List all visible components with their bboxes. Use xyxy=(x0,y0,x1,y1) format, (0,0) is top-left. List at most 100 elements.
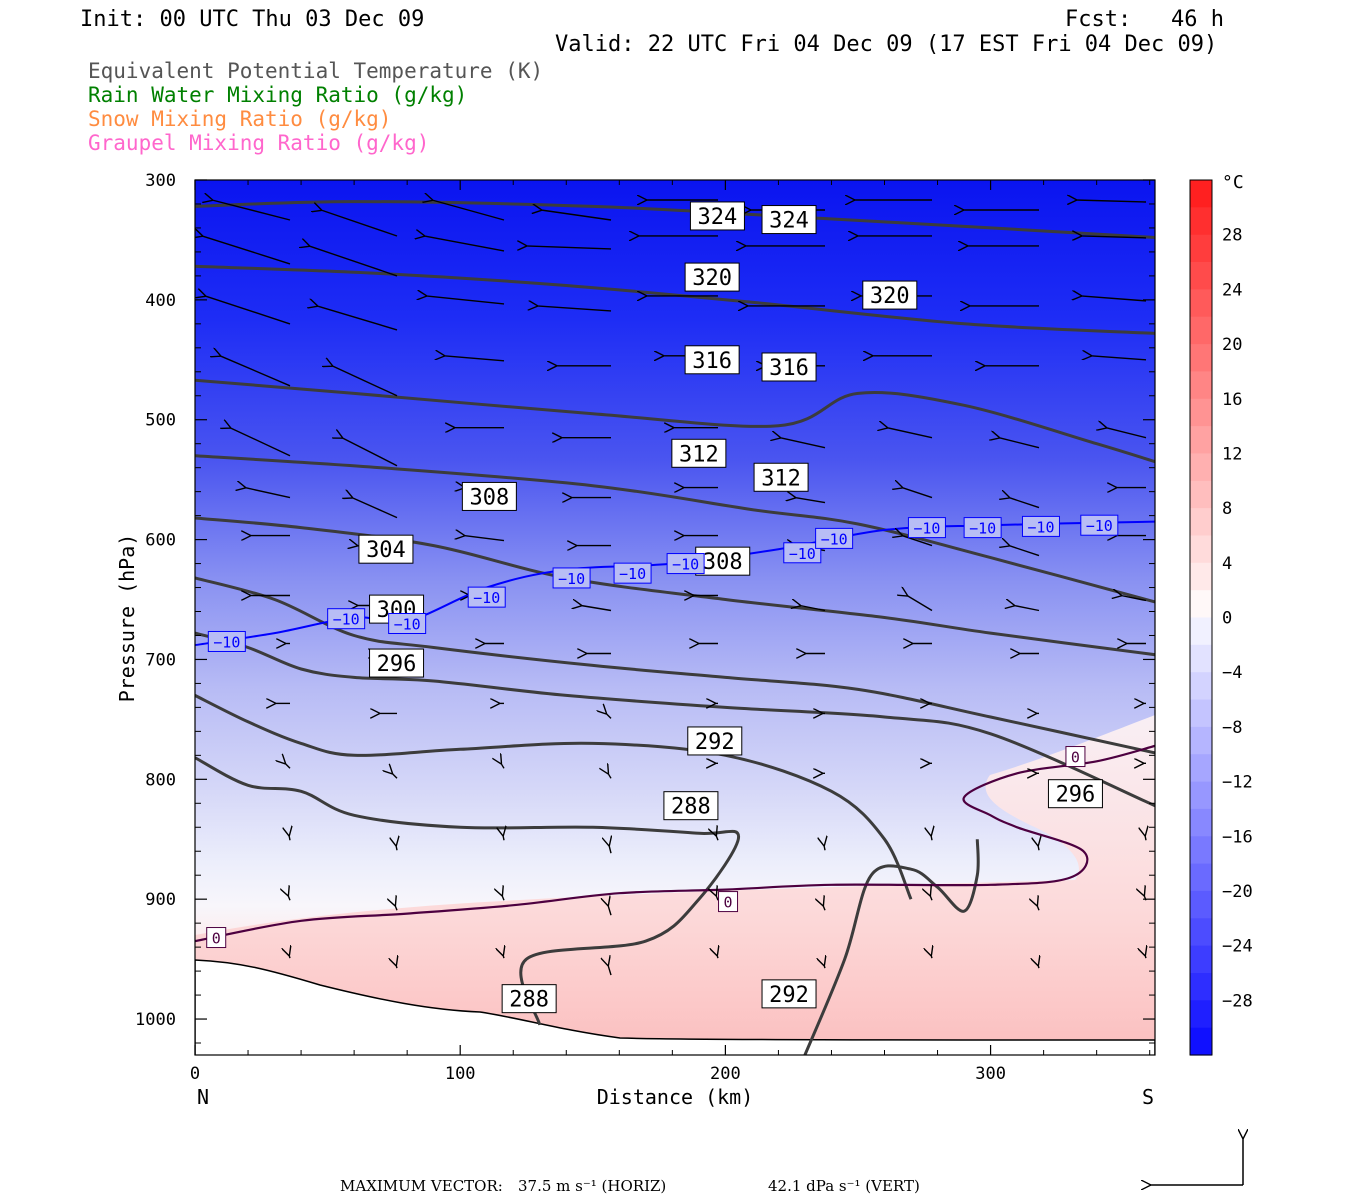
theta-e-line-324 xyxy=(195,200,1155,239)
wind-vector-92 xyxy=(501,763,505,769)
wind-vector-36 xyxy=(230,428,291,457)
temperature-label-12: −10 xyxy=(1080,514,1119,536)
colorbar-tick-label: −24 xyxy=(1222,937,1253,957)
theta-e-label-box xyxy=(761,352,817,382)
theta-e-label-text: 324 xyxy=(698,205,738,230)
colorbar-cell xyxy=(1190,207,1212,236)
colorbar-tick-label: 8 xyxy=(1222,499,1232,519)
temperature-label-text: −10 xyxy=(1027,518,1054,536)
wind-vector-110 xyxy=(502,895,505,901)
wind-vector-108 xyxy=(288,895,291,901)
wind-vector-106 xyxy=(1038,845,1039,851)
wind-vector-101 xyxy=(503,835,504,841)
colorbar-cell xyxy=(1190,672,1212,701)
colorbar-cell xyxy=(1190,289,1212,318)
wind-vector-10 xyxy=(309,246,398,277)
temperature-label-2: −10 xyxy=(388,612,427,634)
theta-e-label-text: 312 xyxy=(679,442,719,467)
colorbar-tick-label: 20 xyxy=(1222,335,1242,355)
colorbar-cell xyxy=(1190,617,1212,646)
temperature-label-6: −10 xyxy=(666,553,705,575)
colorbar-cell xyxy=(1190,453,1212,482)
theta-e-label-1: 324 xyxy=(761,205,817,235)
theta-e-label-text: 292 xyxy=(695,730,735,755)
wind-vector-37 xyxy=(342,438,398,467)
wind-vector-124 xyxy=(1038,965,1039,969)
colorbar-cell xyxy=(1190,590,1212,619)
wind-vector-122 xyxy=(824,965,825,969)
temperature-label-box xyxy=(907,517,946,539)
max-vector-arrow-icon xyxy=(1150,1138,1243,1185)
wind-vector-70 xyxy=(1014,606,1040,612)
temperature-line-0 xyxy=(195,744,1155,943)
temperature-label-text: −10 xyxy=(821,530,848,548)
x-tick-label-200: 200 xyxy=(710,1064,741,1084)
theta-e-label-13: 292 xyxy=(687,726,743,756)
theta-e-line-288 xyxy=(803,839,980,1055)
temperature-label-box xyxy=(207,630,246,652)
colorbar-cell xyxy=(1190,1027,1212,1056)
theta-e-label-7: 312 xyxy=(753,462,809,492)
colorbar-tick-label: −4 xyxy=(1222,663,1242,683)
temperature-label-text: −10 xyxy=(394,615,421,633)
wind-vector-17 xyxy=(1081,236,1147,238)
wind-vector-114 xyxy=(930,895,933,901)
theta-e-label-box xyxy=(671,438,727,468)
theta-e-label-text: 308 xyxy=(703,550,743,575)
theta-e-label-box xyxy=(761,205,817,235)
wind-vector-8 xyxy=(1076,200,1147,202)
x-axis: 0 100 200 300 xyxy=(190,180,1151,1084)
wind-vector-93 xyxy=(608,773,612,779)
wind-vector-91 xyxy=(392,773,398,779)
wind-vector-21 xyxy=(537,306,612,312)
wind-vector-42 xyxy=(887,428,933,439)
temperature-label-8: −10 xyxy=(815,527,854,549)
temperature-label-10: −10 xyxy=(963,517,1002,539)
wind-vector-43 xyxy=(999,438,1040,449)
colorbar-tick-labels: 28 24 20 16 12 8 4 0 −4 −8 −12 −16 −20 −24 −28 xyxy=(1222,226,1253,1012)
colorbar-cell xyxy=(1190,781,1212,810)
forecast-hour: Fcst: 46 h xyxy=(1065,7,1224,32)
theta-e-label-text: 320 xyxy=(870,284,910,309)
temperature-label-text: −10 xyxy=(969,520,996,538)
wind-vector-102 xyxy=(609,845,611,854)
theta-e-line-308 xyxy=(195,516,1155,657)
field-title-graupel: Graupel Mixing Ratio (g/kg) xyxy=(88,131,429,155)
temperature-label-5: −10 xyxy=(613,562,652,584)
wind-vector-20 xyxy=(426,296,505,305)
temperature-label-text: −10 xyxy=(1086,517,1113,535)
colorbar-cell xyxy=(1190,836,1212,865)
theta-e-line-292 xyxy=(195,756,741,1026)
wind-vector-3 xyxy=(541,210,612,221)
wind-vector-52 xyxy=(1009,498,1040,509)
theta-e-label-box xyxy=(358,534,414,564)
wind-vector-99 xyxy=(289,835,290,841)
temperature-label-11: −10 xyxy=(1021,515,1060,537)
theta-e-label-14: 292 xyxy=(761,979,817,1009)
y-tick-label-300: 300 xyxy=(145,171,176,191)
ground-terrain xyxy=(195,959,1155,1055)
wind-vector-29 xyxy=(444,356,505,362)
wind-vector-120 xyxy=(608,965,612,976)
colorbar-cell xyxy=(1190,890,1212,919)
colorbar-tick-label: −12 xyxy=(1222,773,1253,793)
colorbar-cell xyxy=(1190,918,1212,947)
theta-e-label-text: 288 xyxy=(671,795,711,820)
temperature-label-3: −10 xyxy=(467,586,506,608)
colorbar-cell xyxy=(1190,371,1212,400)
colorbar-cell xyxy=(1190,562,1212,591)
theta-e-label-box xyxy=(753,462,809,492)
temperature-label-4: −10 xyxy=(552,567,591,589)
wind-vector-90 xyxy=(285,763,291,769)
wind-vector-109 xyxy=(395,905,398,911)
theta-e-label-4: 316 xyxy=(684,345,740,375)
theta-e-label-2: 320 xyxy=(684,262,740,292)
temperature-label-text: −10 xyxy=(789,545,816,563)
theta-e-label-17: 288 xyxy=(501,984,557,1014)
temperature-label-text: 0 xyxy=(1071,749,1080,767)
theta-e-label-5: 316 xyxy=(761,352,817,382)
wind-vector-115 xyxy=(1037,905,1040,911)
wind-vector-44 xyxy=(1106,428,1147,439)
theta-e-label-box xyxy=(761,979,817,1009)
theta-e-label-text: 304 xyxy=(366,538,406,563)
